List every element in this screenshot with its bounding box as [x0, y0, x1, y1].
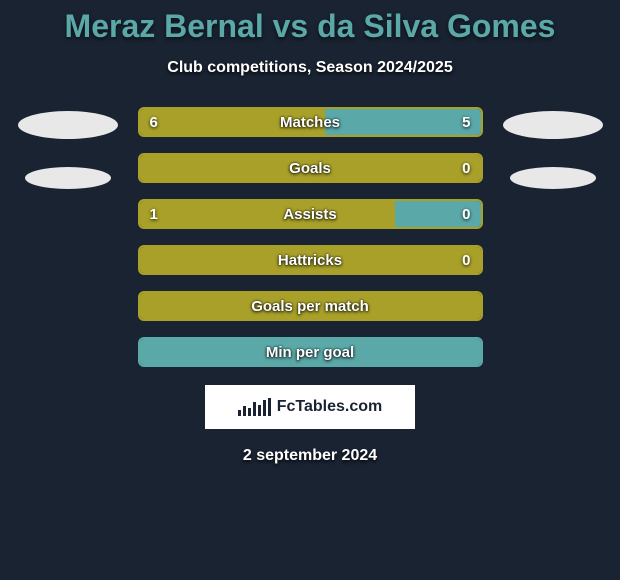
stat-bars: 65Matches 0Goals 10Assists 0Hattricks Goals … — [138, 107, 483, 367]
stat-bar: 10Assists — [138, 199, 483, 229]
bar-label: Hattricks — [140, 252, 481, 269]
fctables-logo: FcTables.com — [205, 385, 415, 429]
stats-area: 65Matches 0Goals 10Assists 0Hattricks Goals … — [0, 107, 620, 367]
logo-text: FcTables.com — [277, 398, 383, 416]
bar-label: Goals — [140, 160, 481, 177]
logo-bar-icon — [268, 398, 271, 416]
logo-bar-icon — [263, 400, 266, 416]
bar-label: Matches — [140, 114, 481, 131]
date-label: 2 september 2024 — [243, 447, 377, 465]
right-ellipses — [493, 107, 613, 189]
stat-bar: Goals per match — [138, 291, 483, 321]
player-photo-placeholder — [510, 167, 596, 189]
stat-bar: 0Hattricks — [138, 245, 483, 275]
stat-bar: Min per goal — [138, 337, 483, 367]
logo-chart-icon — [238, 398, 271, 416]
stat-bar: 0Goals — [138, 153, 483, 183]
logo-bar-icon — [243, 406, 246, 416]
player-photo-placeholder — [18, 111, 118, 139]
logo-bar-icon — [253, 402, 256, 416]
player-photo-placeholder — [25, 167, 111, 189]
left-ellipses — [8, 107, 128, 189]
logo-bar-icon — [248, 408, 251, 416]
bar-label: Goals per match — [140, 298, 481, 315]
bar-label: Min per goal — [140, 344, 481, 361]
bar-label: Assists — [140, 206, 481, 223]
comparison-container: Meraz Bernal vs da Silva Gomes Club comp… — [0, 0, 620, 580]
page-subtitle: Club competitions, Season 2024/2025 — [167, 59, 452, 77]
player-photo-placeholder — [503, 111, 603, 139]
page-title: Meraz Bernal vs da Silva Gomes — [65, 8, 556, 45]
logo-bar-icon — [238, 410, 241, 416]
logo-bar-icon — [258, 405, 261, 416]
stat-bar: 65Matches — [138, 107, 483, 137]
